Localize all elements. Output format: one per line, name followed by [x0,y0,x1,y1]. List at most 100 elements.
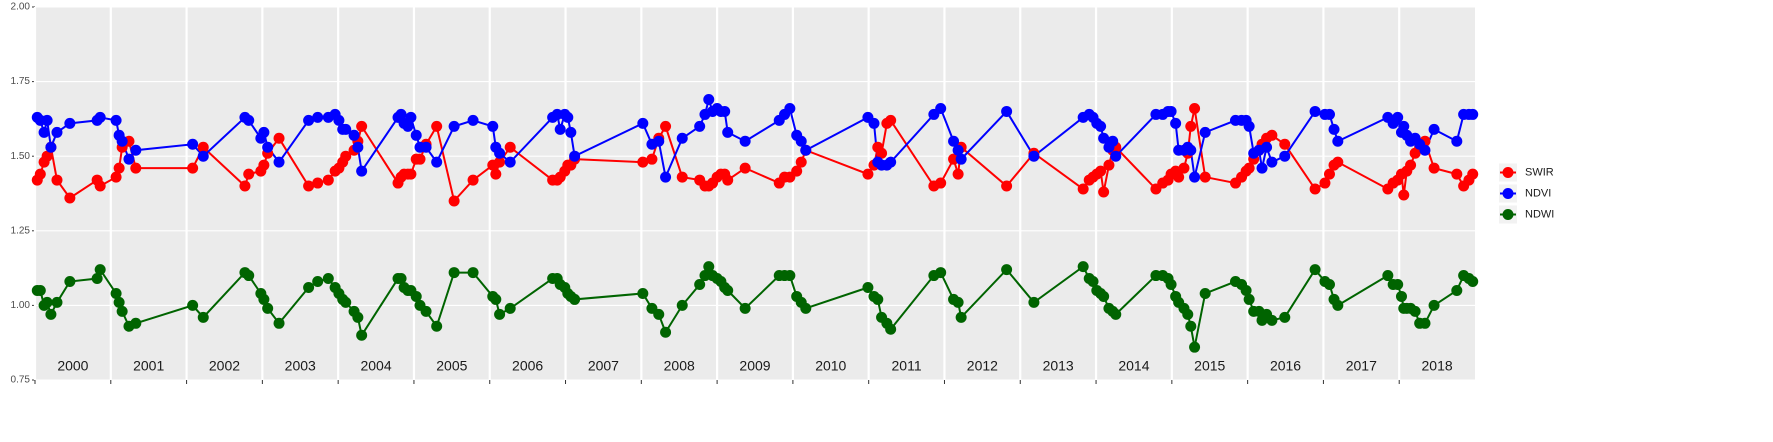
data-point [1309,105,1321,117]
data-point [258,126,270,138]
data-point [243,270,255,282]
data-point [1467,276,1479,288]
data-point [1165,105,1177,117]
data-point [868,117,880,129]
data-point [130,317,142,329]
data-point [1028,296,1040,308]
data-point [1110,150,1122,162]
data-point [1323,108,1335,120]
data-point [1103,159,1115,171]
data-point [637,117,649,129]
data-point [1451,135,1463,147]
data-point [660,120,672,132]
data-point [348,129,360,141]
data-point [872,293,884,305]
legend-point [1502,209,1514,220]
data-point [739,302,751,314]
y-tick-label: 1.00 [11,300,31,311]
data-point [1428,299,1440,311]
data-point [1323,168,1335,180]
data-point [795,156,807,168]
data-point [1467,108,1479,120]
data-point [113,296,125,308]
data-point [1077,183,1089,195]
data-point [94,264,106,276]
data-point [722,284,734,296]
x-tick-label: 2001 [133,358,164,374]
data-point [312,276,324,288]
data-point [1419,144,1431,156]
data-point [395,108,407,120]
data-point [273,156,285,168]
x-tick-label: 2018 [1422,358,1453,374]
data-point [262,302,274,314]
data-point [94,111,106,123]
data-point [340,296,352,308]
x-tick-label: 2014 [1118,358,1149,374]
x-tick-label: 2004 [360,358,391,374]
data-point [952,144,964,156]
data-point [676,171,688,183]
data-point [51,174,63,186]
x-tick-label: 2008 [664,358,695,374]
data-point [1256,162,1268,174]
data-point [637,287,649,299]
data-point [45,141,57,153]
data-point [784,102,796,114]
data-point [340,123,352,135]
data-point [1185,320,1197,332]
data-point [795,135,807,147]
data-point [1323,279,1335,291]
data-point [1279,311,1291,323]
data-point [952,296,964,308]
data-point [800,302,812,314]
data-point [1001,264,1013,276]
data-point [494,147,506,159]
data-point [722,126,734,138]
data-point [405,111,417,123]
data-point [955,311,967,323]
data-point [431,156,443,168]
legend-label: NDWI [1525,208,1554,220]
data-point [694,120,706,132]
data-point [1428,162,1440,174]
data-point [116,305,128,317]
data-point [123,153,135,165]
data-point [187,299,199,311]
data-point [34,168,46,180]
data-point [322,273,334,285]
data-point [448,267,460,279]
data-point [703,261,715,273]
data-point [414,153,426,165]
data-point [504,302,516,314]
data-point [187,138,199,150]
x-tick-label: 2010 [815,358,846,374]
data-point [569,150,581,162]
data-point [554,123,566,135]
x-tick-label: 2006 [512,358,543,374]
data-point [333,114,345,126]
data-point [885,323,897,335]
data-point [34,284,46,296]
data-point [722,174,734,186]
data-point [1261,141,1273,153]
data-point [1243,293,1255,305]
data-point [113,162,125,174]
data-point [41,296,53,308]
data-point [110,171,122,183]
data-point [110,114,122,126]
data-point [1243,120,1255,132]
data-point [637,156,649,168]
data-point [243,114,255,126]
data-point [935,102,947,114]
x-tick-label: 2005 [436,358,467,374]
data-point [646,153,658,165]
data-point [1332,299,1344,311]
data-point [935,177,947,189]
data-point [91,273,103,285]
data-point [197,141,209,153]
data-point [410,129,422,141]
data-point [739,135,751,147]
data-point [1428,123,1440,135]
data-point [1279,150,1291,162]
